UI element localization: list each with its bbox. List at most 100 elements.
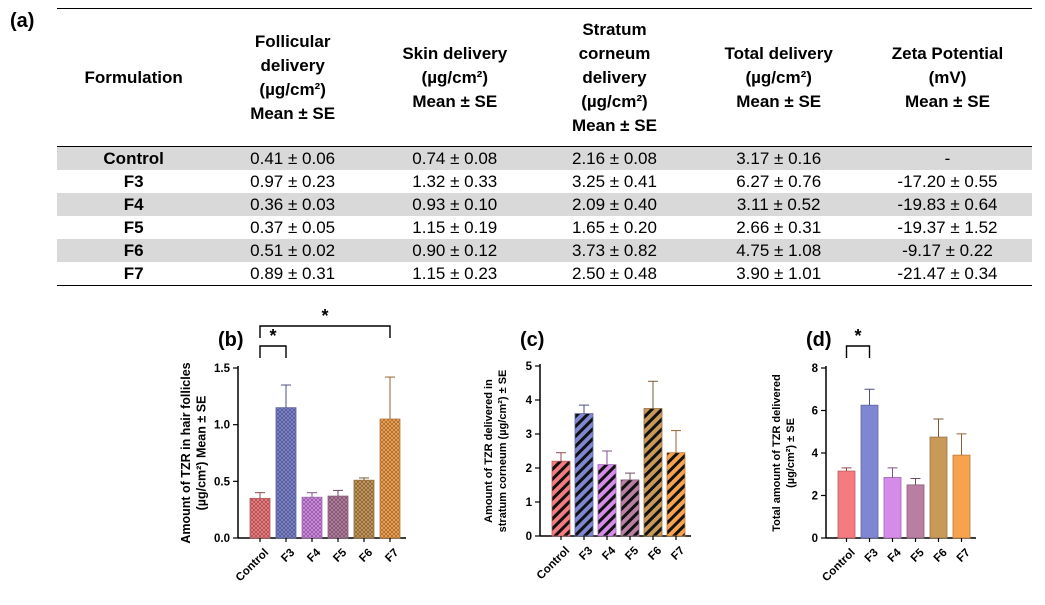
table-row: F5 0.37 ± 0.05 1.15 ± 0.19 1.65 ± 0.20 2.66 …: [57, 216, 1032, 239]
value-cell: -19.37 ± 1.52: [897, 218, 998, 237]
y-axis-label-line: (µg/cm²) Mean ± SE: [195, 396, 209, 511]
formulation-cell: F6: [57, 239, 211, 262]
y-tick-label: 4: [526, 395, 533, 407]
y-tick-label: 1.0: [214, 420, 230, 432]
x-tick-label: F7: [955, 547, 973, 565]
value-cell: 1.32 ± 0.33: [412, 172, 498, 191]
table-row: F7 0.89 ± 0.31 1.15 ± 0.23 2.50 ± 0.48 3.90 …: [57, 262, 1032, 286]
x-tick-label: F6: [646, 545, 664, 563]
bar-f4: [597, 464, 617, 537]
value-cell: -17.20 ± 0.55: [897, 172, 998, 191]
formulation-cell: F4: [57, 193, 211, 216]
panel-label: (c): [520, 329, 544, 351]
formulation-cell: Control: [57, 146, 211, 170]
value-cell: 6.27 ± 0.76: [736, 172, 822, 191]
y-tick-label: 3: [526, 429, 532, 441]
bar-f6: [929, 436, 948, 539]
table-row: Control 0.41 ± 0.06 0.74 ± 0.08 2.16 ± 0.08…: [57, 146, 1032, 170]
x-tick-label: F5: [331, 546, 349, 564]
value-cell: -9.17 ± 0.22: [862, 239, 1032, 262]
value-cell: 0.93 ± 0.10: [375, 193, 535, 216]
bar-f3: [860, 404, 879, 539]
x-tick-label: F6: [357, 547, 375, 565]
significance-bracket: [259, 325, 391, 338]
formulation-cell: F7: [57, 262, 211, 286]
x-tick-label: F4: [600, 544, 618, 562]
y-tick-label: 5: [526, 361, 533, 373]
value-cell: 0.90 ± 0.12: [375, 239, 535, 262]
x-tick-label: F3: [279, 547, 297, 565]
panel-label-a: (a): [10, 10, 35, 32]
x-tick-label: Control: [535, 545, 572, 582]
x-tick-label: F3: [863, 547, 881, 565]
panel-label: (b): [218, 329, 244, 351]
y-tick-label: 4: [812, 448, 819, 460]
value-cell: 2.50 ± 0.48: [534, 262, 695, 286]
value-cell: 1.15 ± 0.19: [412, 218, 498, 237]
x-tick-label: F5: [623, 544, 641, 562]
value-cell: 0.36 ± 0.03: [210, 193, 376, 216]
significance-bracket: [845, 345, 871, 358]
header-stratum: Stratum corneum delivery (µg/cm²) Mean ±…: [534, 8, 695, 147]
y-tick-label: 2: [526, 463, 532, 475]
table-row: F6 0.51 ± 0.02 0.90 ± 0.12 3.73 ± 0.82 4.75 …: [57, 239, 1032, 262]
value-cell: 1.65 ± 0.20: [571, 218, 657, 237]
bar-control: [837, 470, 856, 539]
x-tick-label: F7: [669, 545, 687, 563]
value-cell: 3.25 ± 0.41: [571, 172, 657, 191]
header-follicular: Follicular delivery (µg/cm²) Mean ± SE: [210, 8, 376, 147]
header-total: Total delivery (µg/cm²) Mean ± SE: [694, 8, 863, 147]
bar-f7: [666, 452, 686, 537]
bar-control: [249, 497, 271, 539]
value-cell: 0.41 ± 0.06: [210, 146, 376, 170]
y-axis-label-line: Amount of TZR delivered in: [483, 379, 495, 523]
significance-star: *: [321, 306, 328, 326]
chart-total: (d) 0 2 4 6 8 Total amount of TZR delivered (µg…: [771, 326, 976, 584]
x-tick-label: F5: [909, 546, 927, 564]
value-cell: 1.15 ± 0.23: [375, 262, 535, 286]
value-cell: 2.66 ± 0.31: [736, 218, 822, 237]
bar-f6: [353, 479, 375, 539]
x-tick-label: F3: [577, 545, 595, 563]
y-axis-label: Amount of TZR delivered in stratum corneu…: [483, 370, 509, 533]
header-skin: Skin delivery (µg/cm²) Mean ± SE: [375, 8, 535, 147]
value-cell: 3.11 ± 0.52: [694, 193, 863, 216]
header-formulation: Formulation: [57, 8, 211, 147]
value-cell: 2.16 ± 0.08: [534, 146, 695, 170]
x-tick-label: Control: [234, 547, 271, 584]
value-cell: -21.47 ± 0.34: [862, 262, 1032, 286]
formulation-cell: F3: [123, 172, 144, 191]
value-cell: -19.83 ± 0.64: [862, 193, 1032, 216]
value-cell: 2.09 ± 0.40: [534, 193, 695, 216]
y-tick-label: 0: [812, 533, 818, 545]
y-tick-label: 0.5: [214, 476, 231, 488]
x-tick-label: F6: [932, 547, 950, 565]
bar-f6: [643, 408, 663, 537]
significance-bracket: [259, 345, 287, 358]
formulation-cell: F5: [123, 218, 144, 237]
value-cell: 0.51 ± 0.02: [210, 239, 376, 262]
y-axis-label-line: stratum corneum (µg/cm²) ± SE: [497, 370, 509, 533]
table-row: F3 0.97 ± 0.23 1.32 ± 0.33 3.25 ± 0.41 6.27 …: [57, 170, 1032, 193]
value-cell: 3.73 ± 0.82: [534, 239, 695, 262]
table-row: F4 0.36 ± 0.03 0.93 ± 0.10 2.09 ± 0.40 3.11 …: [57, 193, 1032, 216]
chart-follicular: (b) 0.0 0.5 1.0 1.5 Amount of TZR in hair fol…: [179, 306, 406, 584]
value-cell: 0.89 ± 0.31: [210, 262, 376, 286]
value-cell: 4.75 ± 1.08: [694, 239, 863, 262]
y-axis-label: Amount of TZR in hair follicles (µg/cm²) …: [179, 362, 209, 543]
bar-f7: [379, 418, 401, 539]
x-tick-label: F7: [383, 547, 401, 565]
value-cell: 3.17 ± 0.16: [694, 146, 863, 170]
significance-star: *: [269, 326, 276, 346]
y-tick-label: 6: [812, 406, 818, 418]
y-axis-label-line: Total amount of TZR delivered: [771, 374, 783, 531]
bar-f5: [906, 484, 925, 539]
y-axis-label-line: (µg/cm²) ± SE: [785, 418, 797, 488]
significance-star: *: [854, 326, 861, 346]
value-cell: 0.37 ± 0.05: [250, 218, 336, 237]
y-tick-label: 1.5: [214, 363, 231, 375]
bar-f3: [275, 407, 297, 539]
bar-f3: [574, 413, 594, 537]
bar-f4: [883, 477, 902, 539]
x-tick-label: F4: [886, 546, 904, 564]
